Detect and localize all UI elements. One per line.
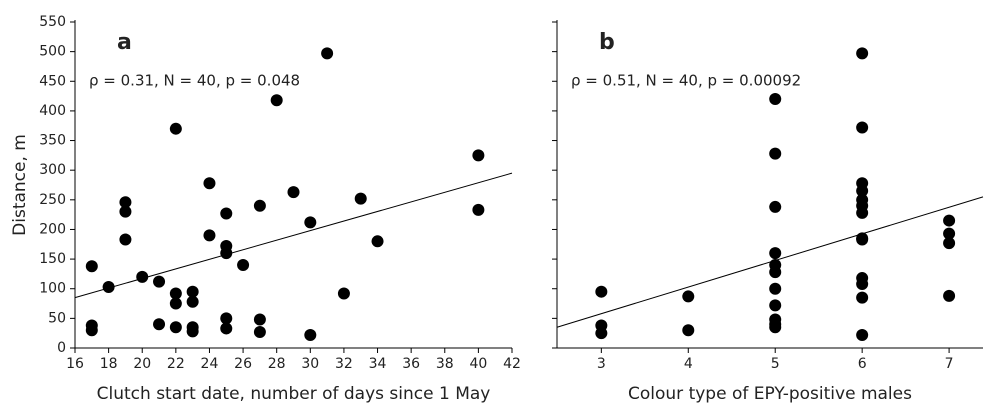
- point: [186, 295, 199, 308]
- point: [769, 321, 782, 334]
- x-tick-label: 22: [167, 356, 185, 372]
- point: [595, 327, 608, 340]
- x-tick-label: 32: [335, 356, 353, 372]
- point: [203, 229, 216, 242]
- y-tick-label: 150: [39, 251, 66, 267]
- point: [119, 205, 132, 218]
- x-tick-label: 18: [100, 356, 118, 372]
- point: [682, 324, 695, 337]
- point: [186, 285, 199, 298]
- point: [270, 94, 283, 107]
- panel-label: b: [599, 30, 615, 55]
- point: [153, 275, 166, 288]
- x-tick-label: 26: [234, 356, 252, 372]
- point: [769, 247, 782, 260]
- point: [943, 214, 956, 227]
- point: [943, 289, 956, 302]
- point: [85, 260, 98, 273]
- point: [169, 122, 182, 135]
- x-tick-label: 34: [369, 356, 387, 372]
- y-tick-label: 100: [39, 281, 66, 297]
- point: [472, 149, 485, 162]
- x-tick-label: 28: [268, 356, 286, 372]
- point: [682, 290, 695, 303]
- y-tick-label: 200: [39, 221, 66, 237]
- x-tick-label: 30: [301, 356, 319, 372]
- point: [856, 328, 869, 341]
- point: [856, 277, 869, 290]
- point: [354, 192, 367, 205]
- y-tick-label: 300: [39, 162, 66, 178]
- x-tick-label: 42: [503, 356, 521, 372]
- x-tick-label: 38: [436, 356, 454, 372]
- point: [169, 321, 182, 334]
- point: [943, 237, 956, 250]
- point: [220, 247, 233, 260]
- point: [304, 328, 317, 341]
- panel-label: a: [117, 30, 132, 55]
- y-tick-label: 250: [39, 192, 66, 208]
- point: [321, 47, 334, 60]
- point: [203, 177, 216, 190]
- point: [856, 121, 869, 134]
- y-tick-label: 450: [39, 73, 66, 89]
- y-tick-label: 0: [57, 340, 66, 356]
- y-tick-label: 550: [39, 14, 66, 30]
- x-axis-label: Clutch start date, number of days since …: [97, 384, 491, 404]
- point: [595, 285, 608, 298]
- point: [253, 313, 266, 326]
- annotation: ρ = 0.31, N = 40, p = 0.048: [89, 72, 300, 90]
- point: [769, 266, 782, 279]
- point: [769, 200, 782, 213]
- point: [102, 280, 115, 293]
- x-tick-label: 4: [684, 356, 693, 372]
- point: [856, 206, 869, 219]
- x-tick-label: 3: [597, 356, 606, 372]
- point: [337, 287, 350, 300]
- annotation: ρ = 0.51, N = 40, p = 0.00092: [571, 72, 801, 90]
- point: [220, 207, 233, 220]
- x-tick-label: 36: [402, 356, 420, 372]
- point: [769, 282, 782, 295]
- point: [856, 184, 869, 197]
- point: [856, 47, 869, 60]
- x-tick-label: 20: [133, 356, 151, 372]
- point: [856, 233, 869, 246]
- x-tick-label: 40: [469, 356, 487, 372]
- y-tick-label: 400: [39, 103, 66, 119]
- point: [769, 299, 782, 312]
- y-tick-label: 350: [39, 133, 66, 149]
- point: [169, 287, 182, 300]
- y-tick-label: 500: [39, 44, 66, 60]
- point: [769, 147, 782, 160]
- x-tick-label: 24: [201, 356, 219, 372]
- x-tick-label: 7: [945, 356, 954, 372]
- point: [186, 325, 199, 338]
- y-axis-label: Distance, m: [10, 134, 30, 236]
- point: [472, 203, 485, 216]
- point: [220, 312, 233, 325]
- point: [153, 318, 166, 331]
- point: [943, 227, 956, 240]
- point: [304, 216, 317, 229]
- y-tick-label: 50: [48, 310, 66, 326]
- point: [119, 196, 132, 209]
- x-tick-label: 16: [66, 356, 84, 372]
- point: [136, 270, 149, 283]
- point: [237, 259, 250, 272]
- point: [253, 199, 266, 212]
- point: [253, 325, 266, 338]
- point: [119, 233, 132, 246]
- point: [371, 235, 384, 248]
- point: [85, 324, 98, 337]
- x-axis-label: Colour type of EPY-positive males: [628, 384, 912, 404]
- point: [287, 186, 300, 199]
- x-tick-label: 6: [858, 356, 867, 372]
- point: [856, 291, 869, 304]
- point: [769, 93, 782, 106]
- point: [220, 322, 233, 335]
- x-tick-label: 5: [771, 356, 780, 372]
- point: [169, 297, 182, 310]
